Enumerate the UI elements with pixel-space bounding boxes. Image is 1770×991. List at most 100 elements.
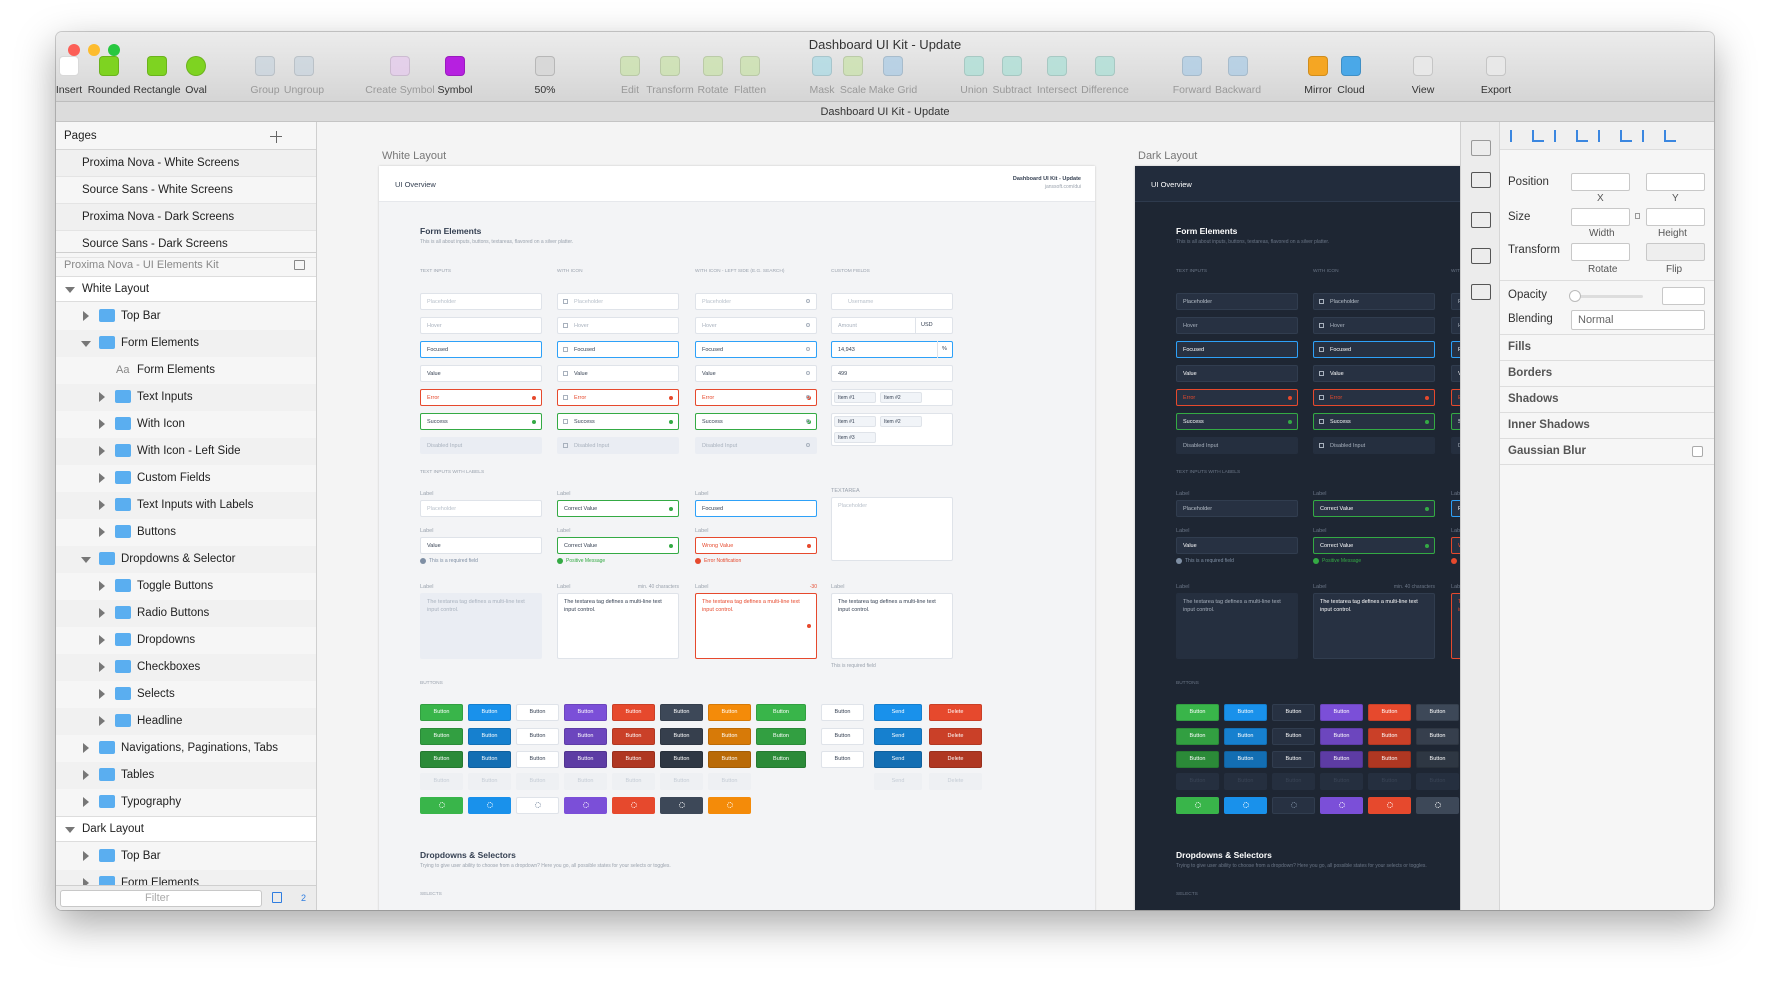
button[interactable] bbox=[821, 751, 864, 768]
button[interactable] bbox=[468, 728, 511, 745]
button-label[interactable]: Send bbox=[891, 778, 905, 784]
toolbar-label[interactable]: Backward bbox=[1214, 84, 1262, 96]
text-input[interactable] bbox=[1313, 413, 1435, 430]
button-disabled[interactable] bbox=[1320, 773, 1363, 790]
toolbar-icon[interactable] bbox=[390, 56, 410, 76]
artboard-name[interactable]: White Layout bbox=[382, 150, 447, 162]
button-disabled[interactable] bbox=[1224, 773, 1267, 790]
toolbar-label[interactable]: Transform bbox=[646, 84, 694, 96]
button-label[interactable]: Button bbox=[721, 756, 738, 762]
text-input[interactable] bbox=[557, 389, 679, 406]
text-input[interactable] bbox=[695, 500, 817, 517]
button-label[interactable]: Button bbox=[1285, 733, 1302, 739]
text-input[interactable] bbox=[557, 317, 679, 334]
toolbar-icon[interactable] bbox=[535, 56, 555, 76]
text-input[interactable] bbox=[1176, 593, 1298, 659]
disclosure-arrow[interactable] bbox=[99, 635, 105, 645]
button-label[interactable]: Button bbox=[1237, 778, 1254, 784]
text-input[interactable] bbox=[420, 293, 542, 310]
button-label[interactable]: Delete bbox=[947, 709, 964, 715]
layer-name[interactable]: Text Inputs with Labels bbox=[137, 499, 254, 511]
layer-name[interactable]: Dropdowns & Selector bbox=[121, 553, 236, 565]
text-input[interactable] bbox=[1313, 500, 1435, 517]
button-label[interactable]: Button bbox=[773, 756, 789, 762]
close-button[interactable] bbox=[68, 44, 80, 56]
y-field[interactable] bbox=[1646, 173, 1705, 191]
button-label[interactable]: Button bbox=[834, 756, 851, 762]
text-input[interactable] bbox=[831, 593, 953, 659]
button-label[interactable]: Button bbox=[721, 733, 738, 739]
text-input[interactable] bbox=[1451, 413, 1460, 430]
rotate-field[interactable] bbox=[1571, 243, 1630, 261]
toolbar-label[interactable]: Mirror bbox=[1304, 84, 1332, 96]
toolbar-label[interactable]: Mask bbox=[809, 84, 835, 96]
button[interactable] bbox=[564, 728, 607, 745]
button-label[interactable]: Button bbox=[1237, 733, 1254, 739]
button-disabled[interactable] bbox=[1416, 773, 1459, 790]
toolbar-icon[interactable] bbox=[59, 56, 79, 76]
button[interactable] bbox=[1272, 704, 1315, 721]
button-label[interactable]: Button bbox=[1333, 756, 1350, 762]
button[interactable] bbox=[1224, 751, 1267, 768]
align-icon[interactable] bbox=[1532, 130, 1544, 142]
toolbar-label[interactable]: Rectangle bbox=[133, 84, 181, 96]
button[interactable] bbox=[1176, 751, 1219, 768]
toolbar-label[interactable]: Forward bbox=[1172, 84, 1212, 96]
disclosure-arrow[interactable] bbox=[83, 851, 89, 861]
text-input[interactable] bbox=[420, 537, 542, 554]
button-label[interactable]: Delete bbox=[947, 778, 964, 784]
layer-name[interactable]: Navigations, Paginations, Tabs bbox=[121, 742, 279, 754]
button[interactable] bbox=[1320, 728, 1363, 745]
button-disabled[interactable] bbox=[929, 773, 982, 790]
text-input[interactable] bbox=[1451, 537, 1460, 554]
toolbar-icon[interactable] bbox=[445, 56, 465, 76]
disclosure-arrow[interactable] bbox=[99, 392, 105, 402]
button-label[interactable]: Button bbox=[625, 733, 642, 739]
button[interactable] bbox=[756, 751, 806, 768]
toolbar-label[interactable]: Union bbox=[960, 84, 988, 96]
button-label[interactable]: Button bbox=[1429, 709, 1446, 715]
section-title[interactable]: Inner Shadows bbox=[1508, 419, 1590, 431]
disclosure-arrow[interactable] bbox=[83, 797, 89, 807]
artboard-row[interactable] bbox=[56, 816, 316, 842]
text-input[interactable] bbox=[420, 317, 542, 334]
button-label[interactable]: Button bbox=[673, 733, 690, 739]
toolbar-label[interactable]: Create Symbol bbox=[365, 84, 435, 96]
toolbar-label[interactable]: View bbox=[1411, 84, 1435, 96]
text-input[interactable] bbox=[1451, 437, 1460, 454]
layer-name[interactable]: Selects bbox=[137, 688, 175, 700]
text-input[interactable] bbox=[1176, 437, 1298, 454]
text-input[interactable] bbox=[1451, 317, 1460, 334]
toolbar-icon[interactable] bbox=[812, 56, 832, 76]
toolbar-icon[interactable] bbox=[186, 56, 206, 76]
button-label[interactable]: Button bbox=[481, 733, 498, 739]
button-label[interactable]: Button bbox=[529, 756, 546, 762]
align-icon[interactable] bbox=[1554, 130, 1566, 142]
toolbar-icon[interactable] bbox=[620, 56, 640, 76]
button-label[interactable]: Button bbox=[577, 778, 594, 784]
button-label[interactable]: Button bbox=[1285, 709, 1302, 715]
section-title[interactable]: Fills bbox=[1508, 341, 1532, 353]
page-row[interactable] bbox=[56, 231, 316, 258]
text-input[interactable] bbox=[1313, 537, 1435, 554]
align-icon[interactable] bbox=[1598, 130, 1610, 142]
button-disabled[interactable] bbox=[708, 773, 751, 790]
text-input[interactable] bbox=[695, 537, 817, 554]
layer-name[interactable]: Dark Layout bbox=[82, 823, 145, 835]
layer-name[interactable]: Top Bar bbox=[121, 310, 161, 322]
button-label[interactable]: Delete bbox=[947, 756, 964, 762]
layer-name[interactable]: With Icon bbox=[137, 418, 185, 430]
button-label[interactable]: Button bbox=[577, 709, 594, 715]
text-input[interactable] bbox=[1313, 389, 1435, 406]
text-input[interactable] bbox=[695, 593, 817, 659]
text-input[interactable] bbox=[1176, 341, 1298, 358]
disclosure-arrow[interactable] bbox=[99, 473, 105, 483]
text-input[interactable] bbox=[1313, 365, 1435, 382]
disclosure-arrow[interactable] bbox=[83, 743, 89, 753]
button[interactable] bbox=[660, 751, 703, 768]
button[interactable] bbox=[1272, 728, 1315, 745]
disclosure-arrow[interactable] bbox=[83, 311, 89, 321]
button-label[interactable]: Button bbox=[721, 709, 738, 715]
button[interactable] bbox=[516, 751, 559, 768]
